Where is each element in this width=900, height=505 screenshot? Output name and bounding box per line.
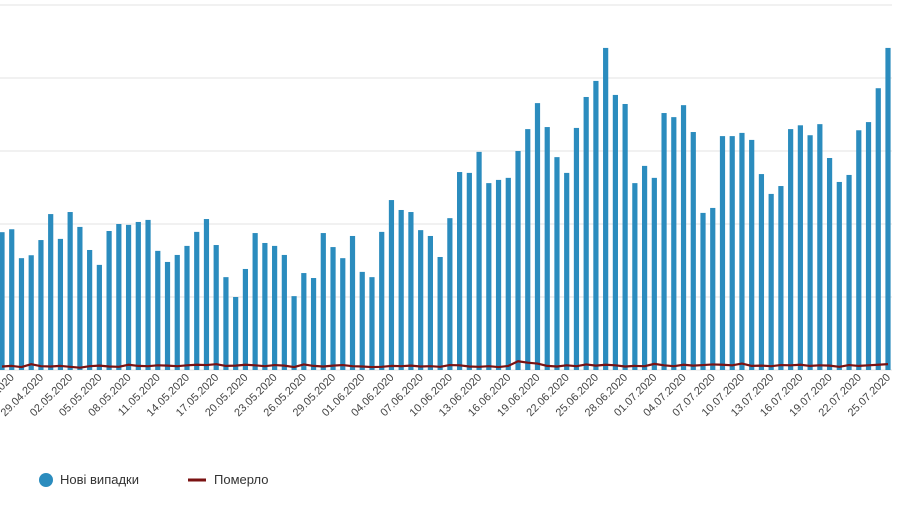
bar — [330, 247, 336, 370]
bar — [194, 231, 200, 370]
bar — [145, 219, 151, 370]
bar — [690, 132, 696, 370]
bar — [729, 136, 735, 370]
bar — [418, 230, 424, 370]
bar — [320, 233, 326, 370]
bar — [67, 212, 73, 370]
bar — [359, 271, 365, 370]
bar — [388, 200, 395, 370]
legend: Нові випадки Померло — [39, 472, 269, 487]
bar — [447, 218, 453, 370]
bar — [719, 136, 726, 370]
bar — [457, 172, 463, 370]
bar — [486, 183, 492, 370]
bar — [515, 151, 521, 370]
bar — [301, 273, 307, 370]
bar — [875, 88, 881, 370]
bar — [739, 132, 745, 370]
bar — [865, 122, 872, 370]
bar — [233, 297, 239, 370]
bar — [651, 177, 657, 370]
bar — [846, 174, 852, 370]
bar — [544, 127, 550, 370]
bar — [18, 258, 25, 370]
line — [1, 360, 889, 369]
bar — [0, 232, 5, 370]
legend-swatch — [39, 473, 53, 487]
legend-label[interactable]: Померло — [214, 472, 269, 487]
bar — [807, 135, 813, 370]
bar — [641, 165, 648, 370]
bar — [534, 103, 541, 370]
bar — [476, 151, 482, 370]
bar — [680, 105, 687, 370]
bar — [408, 212, 414, 370]
bar — [466, 172, 472, 370]
bar — [242, 268, 249, 370]
bar — [797, 125, 803, 370]
bar — [593, 80, 599, 371]
bar — [505, 177, 511, 370]
bar — [252, 233, 258, 370]
bar — [116, 224, 122, 370]
bar — [749, 139, 755, 370]
bar — [583, 96, 589, 370]
bar — [174, 254, 180, 370]
bar — [758, 174, 765, 370]
bar — [281, 254, 287, 370]
bar — [48, 214, 54, 370]
bar — [768, 193, 774, 370]
bar — [671, 117, 677, 371]
bar — [778, 186, 784, 370]
bar — [96, 264, 102, 370]
bar — [495, 179, 502, 370]
bar — [573, 127, 580, 370]
bar — [349, 235, 356, 370]
bar — [203, 219, 210, 370]
bar — [125, 224, 132, 370]
bar — [564, 172, 570, 370]
bar — [135, 221, 141, 370]
bar — [164, 261, 171, 370]
bar — [38, 240, 44, 370]
bar — [184, 245, 190, 370]
bar — [340, 258, 346, 370]
bar — [272, 245, 278, 370]
bar — [28, 255, 34, 370]
bar — [603, 47, 609, 370]
bar — [369, 277, 375, 370]
legend-label[interactable]: Нові випадки — [60, 472, 139, 487]
bar — [826, 158, 833, 370]
bar — [700, 212, 706, 370]
bar — [9, 229, 15, 370]
bar — [57, 238, 64, 370]
bar — [632, 183, 638, 370]
bar — [622, 103, 628, 370]
bar — [788, 129, 794, 370]
bar — [525, 129, 531, 370]
bar — [291, 296, 297, 370]
bar — [213, 245, 219, 370]
bar — [836, 181, 842, 370]
bar — [87, 249, 93, 370]
bar — [106, 231, 112, 370]
bar — [554, 157, 560, 370]
bar — [612, 94, 618, 370]
bar — [398, 209, 404, 370]
bar — [155, 250, 161, 370]
bar — [856, 130, 862, 370]
bar — [310, 278, 317, 370]
bar — [262, 242, 268, 370]
bar — [77, 226, 83, 370]
bar — [427, 235, 433, 370]
bar — [885, 47, 891, 370]
bar — [817, 124, 823, 370]
bar — [437, 256, 443, 370]
bar — [379, 231, 385, 370]
bar — [661, 113, 667, 370]
bar — [710, 207, 716, 370]
bar — [223, 277, 229, 370]
